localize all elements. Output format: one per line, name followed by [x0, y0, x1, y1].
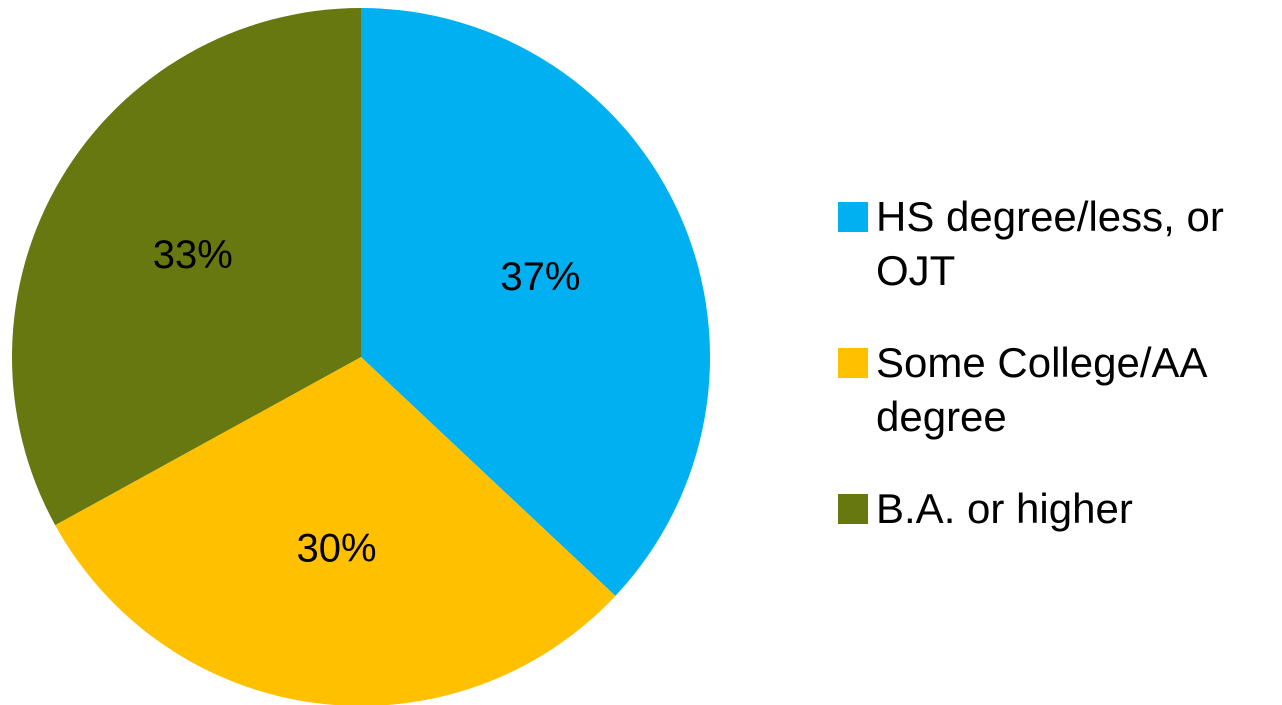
legend-swatch	[838, 202, 868, 232]
legend-swatch	[838, 348, 868, 378]
legend-swatch	[838, 494, 868, 524]
data-label: 33%	[153, 233, 233, 277]
legend-item: HS degree/less, or OJT	[838, 190, 1258, 298]
data-label: 30%	[296, 526, 376, 570]
data-label: 37%	[500, 255, 580, 299]
legend-item: B.A. or higher	[838, 482, 1258, 536]
pie-slice	[361, 8, 711, 596]
legend-label: HS degree/less, or OJT	[876, 193, 1224, 294]
legend: HS degree/less, or OJT Some College/AA de…	[838, 190, 1258, 574]
legend-label: Some College/AA degree	[876, 339, 1206, 440]
pie-slice	[55, 357, 616, 705]
legend-label: B.A. or higher	[876, 485, 1133, 532]
legend-item: Some College/AA degree	[838, 336, 1258, 444]
pie-slice	[11, 8, 362, 526]
